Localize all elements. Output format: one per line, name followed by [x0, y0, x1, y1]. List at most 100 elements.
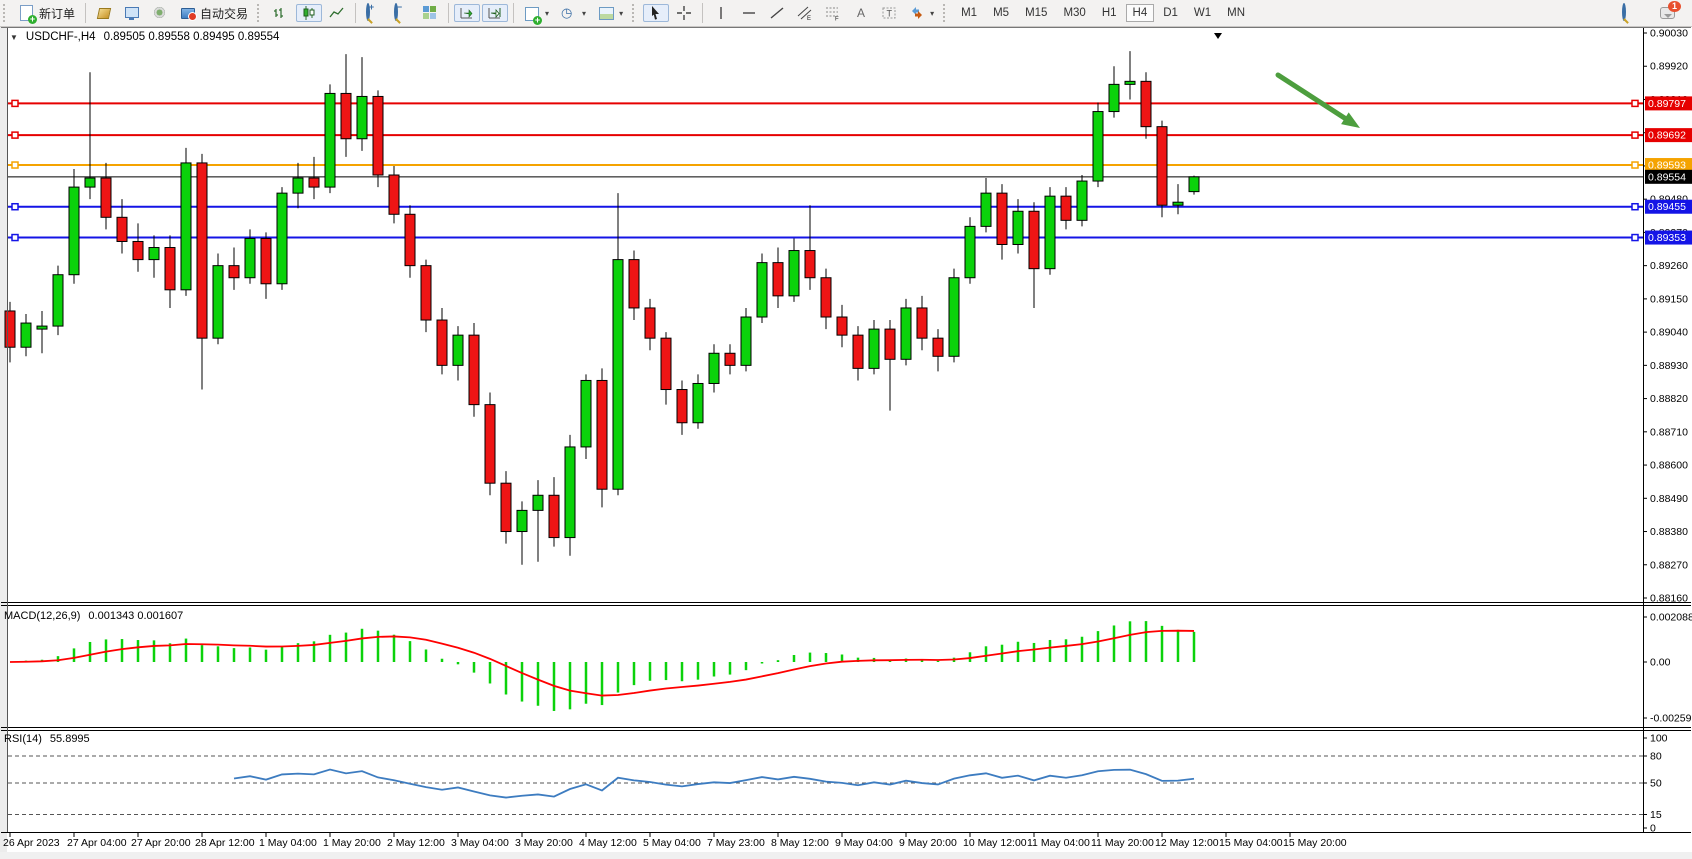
fibonacci-button[interactable]: F	[820, 4, 846, 23]
level-handle-icon[interactable]	[1631, 161, 1639, 169]
time-axis-label: 3 May 04:00	[451, 837, 509, 849]
price-tag	[1645, 230, 1692, 245]
search-icon	[1622, 3, 1638, 21]
trendline-button[interactable]	[764, 4, 790, 22]
price-axis-label: 0.88270	[1650, 559, 1688, 571]
time-axis-label: 26 Apr 2023	[3, 837, 60, 849]
signals-button[interactable]	[147, 4, 173, 22]
rsi-axis-label: 15	[1650, 809, 1662, 821]
time-axis-label: 1 May 20:00	[323, 837, 381, 849]
zoom-out-button[interactable]: −	[389, 2, 415, 22]
level-handle-icon[interactable]	[11, 161, 19, 169]
timeframe-d1-button[interactable]: D1	[1163, 7, 1178, 19]
rsi-axis-label: 50	[1650, 778, 1662, 790]
candle-body	[788, 250, 800, 297]
chat-button[interactable]: 1	[1655, 1, 1681, 22]
candle-body	[1012, 210, 1024, 245]
cursor-icon	[648, 5, 664, 21]
candle-body	[452, 334, 464, 366]
level-handle-icon[interactable]	[1631, 202, 1639, 211]
timeframe-mn-button[interactable]: MN	[1227, 7, 1246, 19]
time-axis-label: 27 Apr 20:00	[131, 837, 191, 849]
indicators-button[interactable]: ▾	[519, 4, 554, 25]
level-handle-icon[interactable]	[1631, 99, 1639, 108]
chart-shift-icon	[487, 5, 503, 21]
timeframe-m15-button[interactable]: M15	[1025, 7, 1048, 19]
rsi-indicator-label: RSI(14) 55.8995	[4, 733, 90, 745]
candle-body	[1108, 83, 1120, 113]
timeframe-m1-button[interactable]: M1	[961, 7, 978, 19]
time-axis-label: 15 May 20:00	[1283, 837, 1347, 849]
timeframe-m30-button[interactable]: M30	[1063, 7, 1086, 19]
trend-arrow-annotation[interactable]	[1275, 72, 1348, 121]
candle-body	[1124, 80, 1136, 85]
chart-canvas[interactable]: 0.900300.899200.898100.897000.895900.894…	[0, 27, 1692, 852]
svg-text:F: F	[835, 17, 839, 22]
new-order-button[interactable]: 新订单	[14, 4, 80, 24]
time-axis-drag-zone[interactable]	[1, 833, 1643, 851]
toolbar-grip[interactable]	[257, 4, 264, 22]
toolbar-separator	[355, 3, 357, 23]
text-label-icon: T	[881, 5, 897, 21]
timeframe-m5-button[interactable]: M5	[993, 7, 1010, 19]
svg-text:E: E	[807, 16, 811, 21]
timeframe-h4-button[interactable]: H4	[1125, 4, 1155, 22]
auto-scroll-button[interactable]	[454, 4, 481, 22]
search-button[interactable]	[1617, 3, 1643, 22]
price-axis-drag-zone[interactable]	[1644, 28, 1692, 832]
rsi-axis-label: 0	[1650, 823, 1656, 835]
text-button[interactable]: A	[848, 4, 874, 22]
templates-button[interactable]: ▾	[593, 4, 628, 22]
level-handle-icon[interactable]	[1631, 233, 1639, 242]
timeframe-h1-button[interactable]: H1	[1101, 7, 1117, 19]
candle-body	[484, 404, 496, 484]
vertical-line-button[interactable]	[708, 4, 734, 22]
trend-arrow-head-icon[interactable]	[1341, 112, 1360, 128]
navigator-button[interactable]	[119, 4, 145, 22]
level-handle-icon[interactable]	[11, 99, 19, 108]
level-handle-icon[interactable]	[11, 233, 19, 242]
channel-icon: E	[797, 5, 813, 22]
timeframe-group: M1 M5 M15 M30 H1 H4 D1 W1 MN	[953, 4, 1253, 22]
autotrading-button[interactable]: 自动交易	[175, 4, 253, 22]
candle-body	[1156, 126, 1168, 206]
chart-bars-icon	[273, 5, 289, 21]
chart-candles-button[interactable]	[296, 4, 323, 22]
market-watch-button[interactable]	[91, 4, 117, 22]
level-handle-icon[interactable]	[11, 131, 19, 139]
chart-collapse-arrow[interactable]: ▼	[10, 32, 18, 42]
chart-shift-button[interactable]	[482, 4, 509, 22]
crosshair-button[interactable]	[671, 4, 697, 22]
level-handle-icon[interactable]	[11, 202, 19, 211]
horizontal-line-button[interactable]	[736, 4, 762, 22]
chart-symbol-period: USDCHF-,H4	[25, 31, 96, 43]
level-handle-icon[interactable]	[1631, 131, 1639, 139]
candle-body	[628, 259, 640, 309]
chart-shift-marker-icon[interactable]	[1214, 33, 1222, 39]
channel-button[interactable]: E	[792, 4, 818, 22]
toolbar-grip[interactable]	[943, 4, 950, 22]
chat-badge: 1	[1668, 1, 1681, 12]
candle-body	[420, 265, 432, 321]
cursor-button[interactable]	[643, 4, 670, 22]
new-order-label: 新订单	[39, 6, 76, 21]
chart-ohlc-values: 0.89505 0.89558 0.89495 0.89554	[103, 31, 280, 43]
timeframe-w1-button[interactable]: W1	[1193, 7, 1212, 19]
chart-bars-button[interactable]	[268, 4, 294, 22]
price-tag	[1645, 96, 1692, 111]
chart-line-icon	[329, 5, 345, 21]
shapes-button[interactable]: ▾	[904, 4, 939, 22]
price-axis-label: 0.89150	[1650, 293, 1688, 305]
candle-body	[996, 192, 1008, 245]
toolbar-grip[interactable]	[632, 4, 639, 22]
templates-icon	[598, 5, 615, 21]
tile-windows-button[interactable]	[417, 4, 443, 22]
zoom-in-button[interactable]: +	[361, 2, 387, 22]
time-axis-label: 9 May 20:00	[899, 837, 957, 849]
text-icon: A	[853, 5, 869, 21]
periods-button[interactable]: ◷ ▾	[556, 4, 591, 22]
chart-line-button[interactable]	[324, 4, 350, 22]
candle-body	[772, 262, 784, 297]
text-label-button[interactable]: T	[876, 4, 902, 22]
toolbar-grip[interactable]	[3, 4, 10, 22]
